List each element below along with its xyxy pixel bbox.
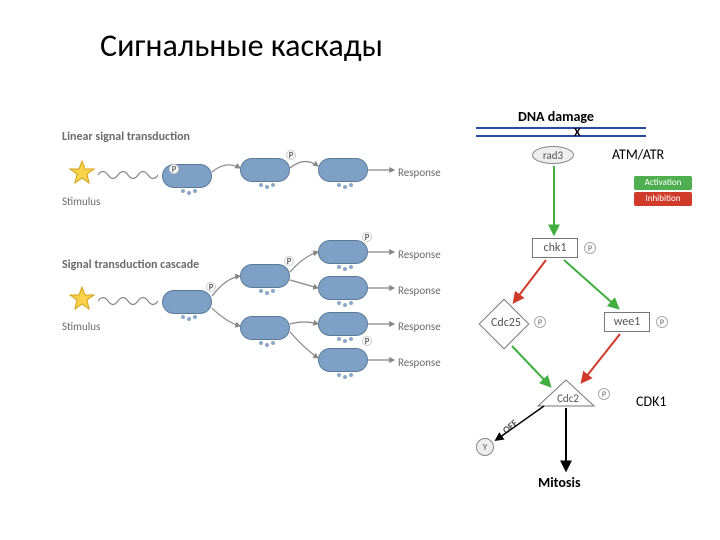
off-label: OFF: [500, 416, 521, 436]
phos-icon: P: [169, 164, 179, 174]
kinase-c-b2: [318, 348, 368, 372]
dots-icon: [336, 264, 356, 272]
kinase-c-a1: [318, 240, 368, 264]
legend-inhibition: Inhibition: [634, 192, 692, 206]
phos-icon: P: [206, 282, 216, 292]
phos-icon: P: [362, 232, 372, 242]
node-wee1: wee1: [604, 312, 650, 332]
response-label: Response: [398, 166, 441, 179]
node-rad3: rad3: [532, 146, 574, 164]
dots-icon: [336, 372, 356, 380]
dots-icon: [180, 314, 200, 322]
phos-badge: P: [598, 388, 610, 400]
cdk1-label: CDK1: [636, 393, 666, 410]
dots-icon: [336, 336, 356, 344]
phos-badge: P: [534, 316, 546, 328]
kinase-c-a2: [318, 276, 368, 300]
page-title: Сигнальные каскады: [100, 26, 383, 65]
dna-damage-label: DNA damage: [518, 108, 594, 125]
dots-icon: [258, 182, 278, 190]
phos-badge: P: [584, 242, 596, 254]
response-label: Response: [398, 284, 441, 297]
stimulus-star-1: [68, 160, 96, 188]
svg-text:X: X: [574, 126, 581, 140]
kinase-c-b: [240, 316, 290, 340]
mitosis-label: Mitosis: [538, 474, 581, 491]
stimulus-star-2: [68, 286, 96, 314]
dots-icon: [258, 288, 278, 296]
dna-strand: X: [476, 124, 646, 142]
kinase-c-root: [162, 290, 212, 314]
cdc25-label: Cdc25: [486, 316, 526, 330]
stimulus-label-1: Stimulus: [62, 195, 100, 208]
response-label: Response: [398, 248, 441, 261]
response-label: Response: [398, 356, 441, 369]
response-label: Response: [398, 320, 441, 333]
dots-icon: [336, 300, 356, 308]
legend-activation: Activation: [634, 176, 692, 190]
phos-icon: P: [362, 336, 372, 346]
cascade-label: Signal transduction cascade: [62, 258, 199, 272]
kinase-c-a: [240, 264, 290, 288]
phos-badge: P: [656, 316, 668, 328]
dots-icon: [336, 182, 356, 190]
phos-icon: P: [284, 256, 294, 266]
node-y: Y: [476, 438, 494, 456]
cdc2-label: Cdc2: [548, 392, 588, 405]
dots-icon: [258, 340, 278, 348]
node-chk1: chk1: [532, 238, 578, 258]
atm-atr-label: ATM/ATR: [612, 146, 664, 163]
wavy-line-2: [98, 294, 158, 308]
wavy-line-1: [98, 168, 158, 182]
kinase-c-b1: [318, 312, 368, 336]
kinase-l3: [318, 158, 368, 182]
dots-icon: [180, 188, 200, 196]
kinase-l2: [240, 158, 290, 182]
stimulus-label-2: Stimulus: [62, 320, 100, 333]
linear-signal-label: Linear signal transduction: [62, 130, 190, 144]
phos-icon: P: [286, 150, 296, 160]
